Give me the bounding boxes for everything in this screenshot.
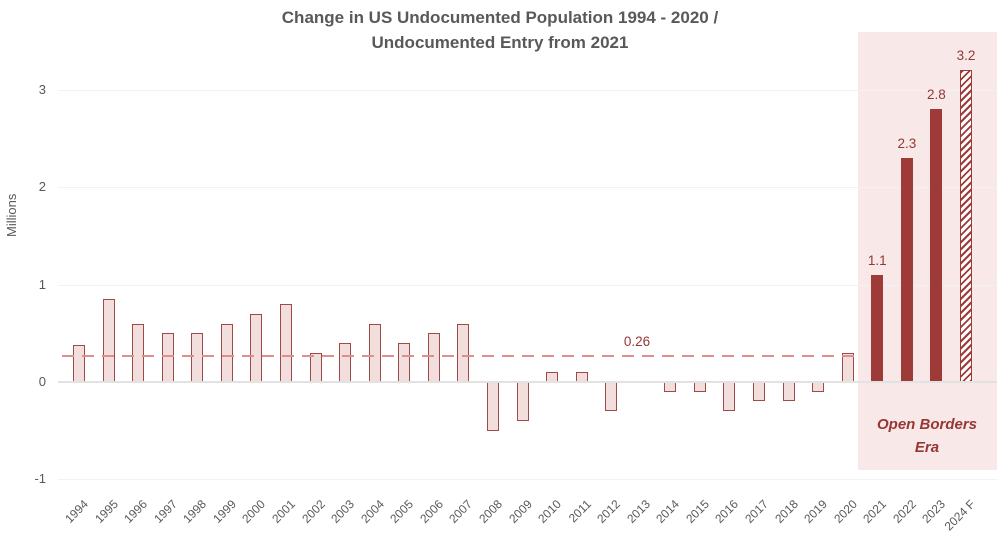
bar-2024-F xyxy=(960,70,972,383)
bar-value-label-2021: 1.1 xyxy=(867,252,887,268)
bar-2016 xyxy=(723,381,736,412)
bar-2022 xyxy=(900,157,913,383)
open-borders-label: Open Borders Era xyxy=(876,416,978,456)
bar-1996 xyxy=(132,323,145,383)
bar-1997 xyxy=(161,333,174,383)
gridline-y1 xyxy=(58,284,997,286)
bar-2006 xyxy=(427,333,440,383)
bar-2003 xyxy=(339,343,352,383)
open-borders-region xyxy=(858,32,997,470)
chart-title-line-1: Change in US Undocumented Population 199… xyxy=(281,8,719,27)
average-value-label: 0.26 xyxy=(623,334,651,349)
bar-2000 xyxy=(250,313,263,383)
y-tick-label--1: -1 xyxy=(34,471,46,487)
y-tick-label-3: 3 xyxy=(38,81,46,97)
bar-2008 xyxy=(486,381,499,431)
bar-value-label-2022: 2.3 xyxy=(897,135,917,151)
gridline-y-1 xyxy=(58,479,997,481)
average-line xyxy=(62,355,858,357)
y-tick-label-2: 2 xyxy=(38,179,46,195)
bar-2017 xyxy=(753,381,766,402)
y-axis-title: Millions xyxy=(4,193,19,237)
chart-title-line-2: Undocumented Entry from 2021 xyxy=(371,32,629,52)
bar-value-label-2024-F: 3.2 xyxy=(956,48,976,64)
bar-2023 xyxy=(930,109,943,383)
bar-2012 xyxy=(605,381,618,412)
bar-2007 xyxy=(457,323,470,383)
bar-1998 xyxy=(191,333,204,383)
bar-1995 xyxy=(102,299,115,383)
bar-2020 xyxy=(841,352,854,383)
bar-2005 xyxy=(398,343,411,383)
zero-axis-line xyxy=(58,381,997,383)
bar-value-label-2023: 2.8 xyxy=(927,87,946,103)
bar-2004 xyxy=(368,323,381,383)
bar-1994 xyxy=(73,344,85,383)
gridline-y2 xyxy=(58,187,997,189)
bar-2021 xyxy=(871,274,884,383)
bar-1999 xyxy=(220,323,233,383)
y-tick-label-0: 0 xyxy=(38,374,46,389)
chart-title: Change in US Undocumented Population 199… xyxy=(0,6,1000,55)
bar-2009 xyxy=(516,381,529,421)
gridline-y3 xyxy=(58,89,997,91)
bar-2018 xyxy=(782,381,795,402)
y-tick-label-1: 1 xyxy=(38,276,46,292)
bar-2001 xyxy=(279,304,292,383)
bar-2002 xyxy=(309,352,322,383)
